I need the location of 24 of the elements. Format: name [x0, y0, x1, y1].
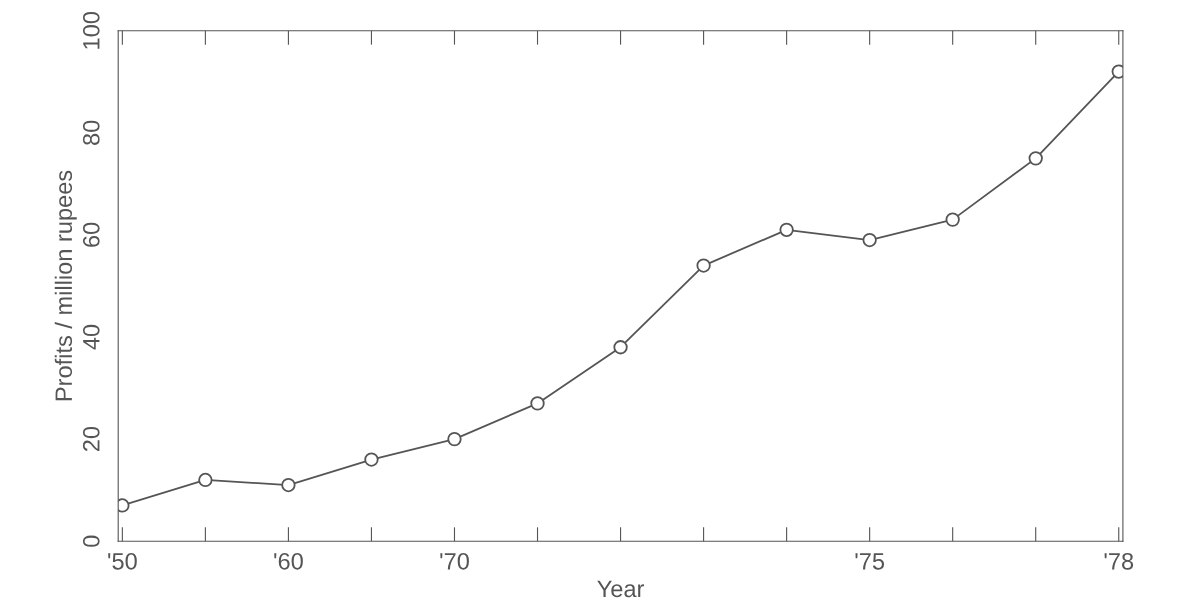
x-tick-label: '50: [108, 552, 137, 570]
x-tick-label: '75: [855, 553, 885, 570]
y-tick-label: 100: [82, 11, 100, 49]
point: [613, 340, 628, 355]
x-tick-label: '60: [274, 552, 303, 570]
point: [447, 431, 462, 447]
x-tick-label: '70: [440, 552, 469, 570]
y-tick-label: 80: [82, 120, 100, 145]
point: [530, 396, 545, 411]
point: [696, 258, 711, 273]
point: [281, 477, 296, 493]
y-tick-label: 0: [82, 535, 100, 547]
point: [945, 212, 960, 227]
y-tick-label: 20: [82, 426, 100, 452]
point: [198, 472, 213, 488]
point: [779, 222, 794, 237]
y-tick-label: 40: [82, 324, 100, 350]
y-axis-title: Profits / million rupees: [54, 170, 77, 401]
point: [1028, 151, 1043, 166]
point: [862, 232, 877, 248]
point: [364, 452, 379, 467]
x-tick-label: '78: [1104, 552, 1134, 570]
y-tick-label: 60: [82, 222, 100, 247]
x-axis-title: Year: [597, 580, 645, 598]
